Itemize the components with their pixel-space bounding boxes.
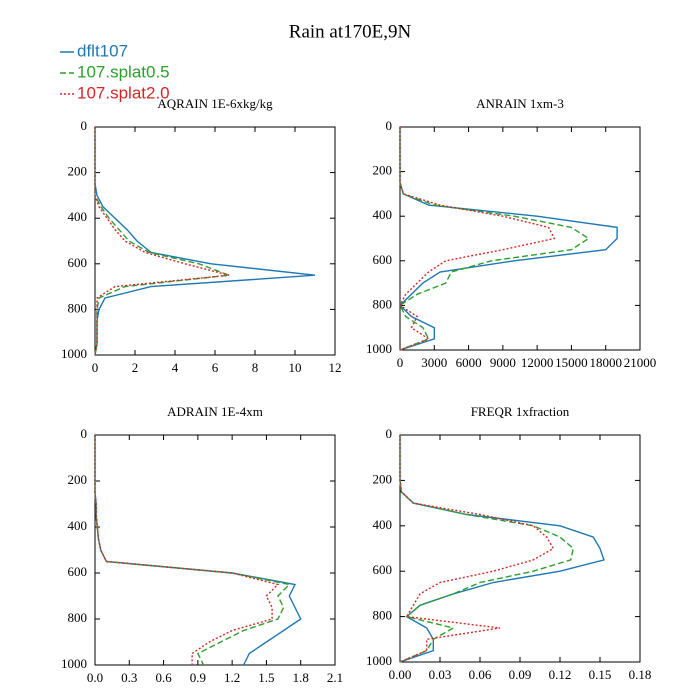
profile-line (94, 435, 280, 665)
y-tick-label: 800 (68, 300, 88, 315)
y-tick-label: 600 (373, 252, 393, 267)
y-tick-label: 0 (81, 426, 88, 441)
panel-title: ADRAIN 1E-4xm (167, 404, 263, 419)
y-tick-label: 400 (373, 207, 393, 222)
legend-label: 107.splat2.0 (77, 83, 170, 102)
x-tick-label: 12 (329, 360, 342, 375)
y-tick-label: 400 (68, 209, 88, 224)
y-tick-label: 0 (81, 118, 88, 133)
y-tick-label: 600 (68, 255, 88, 270)
x-tick-label: 9000 (490, 355, 516, 370)
y-tick-label: 200 (68, 164, 88, 179)
x-tick-label: 21000 (624, 355, 657, 370)
plot-frame (399, 434, 641, 663)
x-tick-label: 0 (397, 355, 404, 370)
x-tick-label: 0.6 (155, 670, 172, 685)
profile-line (94, 127, 230, 356)
x-tick-label: 10 (289, 360, 302, 375)
x-tick-label: 8 (252, 360, 259, 375)
x-tick-label: 4 (172, 360, 179, 375)
panel-title: AQRAIN 1E-6xkg/kg (157, 96, 273, 111)
x-tick-label: 0.03 (429, 667, 452, 682)
profile-line (398, 127, 618, 351)
figure-title: Rain at170E,9N (289, 21, 412, 42)
profile-line (399, 435, 555, 663)
panel-title: ANRAIN 1xm-3 (476, 96, 564, 111)
y-tick-label: 400 (68, 518, 88, 533)
y-tick-label: 600 (68, 564, 88, 579)
x-tick-label: 6 (212, 360, 219, 375)
y-tick-label: 800 (68, 610, 88, 625)
x-tick-label: 0.00 (389, 667, 412, 682)
y-tick-label: 1000 (366, 653, 392, 668)
y-tick-label: 1000 (61, 346, 87, 361)
x-tick-label: 6000 (456, 355, 482, 370)
x-tick-label: 1.5 (258, 670, 274, 685)
y-tick-label: 200 (373, 471, 393, 486)
panel-title: FREQR 1xfraction (471, 404, 570, 419)
profile-line (94, 435, 302, 666)
legend-label: dflt107 (77, 41, 128, 60)
profile-line (399, 435, 605, 663)
y-tick-label: 400 (373, 517, 393, 532)
x-tick-label: 0.12 (549, 667, 572, 682)
x-tick-label: 12000 (521, 355, 554, 370)
x-tick-label: 0.3 (121, 670, 137, 685)
x-tick-label: 2.1 (327, 670, 343, 685)
x-tick-label: 0.9 (190, 670, 206, 685)
x-tick-label: 2 (132, 360, 139, 375)
plot-frame (94, 434, 336, 666)
plot-frame (399, 126, 641, 351)
profile-line (399, 127, 556, 351)
plot-frame (94, 126, 336, 356)
x-tick-label: 0 (92, 360, 99, 375)
x-tick-label: 0.09 (509, 667, 532, 682)
x-tick-label: 0.18 (629, 667, 652, 682)
x-tick-label: 1.8 (293, 670, 309, 685)
legend-label: 107.splat0.5 (77, 62, 170, 81)
x-tick-label: 1.2 (224, 670, 240, 685)
y-tick-label: 800 (373, 296, 393, 311)
y-tick-label: 800 (373, 608, 393, 623)
x-tick-label: 3000 (421, 355, 447, 370)
profile-line (399, 127, 590, 351)
y-tick-label: 1000 (366, 341, 392, 356)
x-tick-label: 0.15 (589, 667, 612, 682)
profile-line (94, 435, 291, 666)
x-tick-label: 0.0 (87, 670, 103, 685)
profile-line (94, 127, 230, 356)
y-tick-label: 600 (373, 562, 393, 577)
profile-line (94, 127, 316, 356)
x-tick-label: 18000 (589, 355, 622, 370)
x-tick-label: 0.06 (469, 667, 492, 682)
y-tick-label: 200 (373, 163, 393, 178)
y-tick-label: 1000 (61, 656, 87, 671)
y-tick-label: 200 (68, 472, 88, 487)
y-tick-label: 0 (386, 426, 393, 441)
x-tick-label: 15000 (555, 355, 588, 370)
y-tick-label: 0 (386, 118, 393, 133)
